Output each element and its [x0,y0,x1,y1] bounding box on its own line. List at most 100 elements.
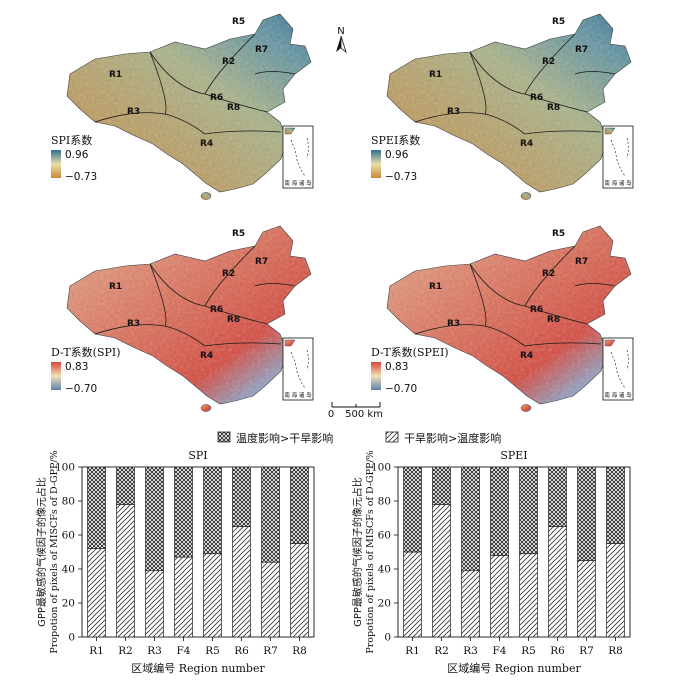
colorbar-min: −0.73 [65,171,97,183]
region-boundary [149,263,167,327]
region-boundary [204,245,256,307]
region-boundary [574,283,616,287]
region-boundary [524,245,576,307]
region-boundary [94,112,206,135]
region-label-r2: R2 [542,57,555,67]
region-label-r8: R8 [547,315,560,325]
inset-dashline [290,139,306,177]
region-label-r7: R7 [255,45,268,55]
region-boundary [204,130,282,135]
bar-temperature [145,466,164,572]
region-label-r3: R3 [127,107,140,117]
region-label-r6: R6 [530,93,543,103]
region-boundary [254,283,296,287]
bar-temperature [606,466,625,544]
x-tick-label: F4 [177,645,191,657]
region-label-r3: R3 [127,319,140,329]
colorbar-min: −0.70 [65,383,97,395]
bar-drought [461,570,480,638]
bar-temperature [461,466,480,572]
colorbar-title: SPEI系数 [371,134,420,147]
region-boundary [414,112,526,135]
bar-drought [261,561,280,638]
x-axis-label: 区域编号 Region number [131,661,265,675]
y-tick-label: 20 [378,598,391,610]
y-axis-label-en: Propotion of pixels of MISCFs of D-GPP/% [365,450,376,653]
colorbar-min: −0.73 [385,171,417,183]
x-tick-label: R3 [463,645,478,657]
bar-drought [145,570,164,638]
region-label-r7: R7 [575,45,588,55]
x-tick-label: R2 [118,645,133,657]
scale-bar: 0 500 km [328,402,383,420]
region-boundary [414,324,526,347]
colorbar-title: D-T系数(SPI) [51,346,121,359]
map-colorbar-legend: D-T系数(SPI) 0.83 −0.70 [51,346,121,395]
region-boundary [574,71,616,75]
bar-chart-spei: SPEI 0 20 40 60 80 100 R1 R2 R3 F4 R5 R6 R7 R8 区域编号 Reg… [351,449,631,675]
x-tick-label: R7 [579,645,594,657]
region-boundary [149,51,167,115]
x-tick-label: R1 [405,645,420,657]
inset-coast [284,127,296,135]
inset-frame [602,125,634,189]
region-label-r8: R8 [227,103,240,113]
x-tick-label: R3 [147,645,162,657]
bar-drought [116,504,135,638]
region-label-r8: R8 [227,315,240,325]
colorbar-max: 0.96 [385,149,409,161]
region-label-r7: R7 [575,257,588,267]
bar-temperature [87,466,106,549]
bar-drought [403,551,422,638]
x-tick-label: R8 [608,645,623,657]
x-tick-label: R1 [89,645,104,657]
region-label-r4: R4 [200,351,213,361]
inset-label: 南 海 诸 岛 [604,179,632,187]
inset-label: 南 海 诸 岛 [284,391,312,399]
inset-dashline [610,351,626,389]
map-panel-spi-coef: R1 R2 R3 R4 R5 R6 R7 R8 南 海 诸 岛 SPI系数 0.96 −0.73 [51,13,314,200]
x-tick-label: R7 [263,645,278,657]
colorbar-title: D-T系数(SPEI) [371,346,449,359]
y-tick-label: 40 [378,564,391,576]
bar-temperature [203,466,222,555]
x-axis-label: 区域编号 Region number [447,661,581,675]
map-panel-spei-coef: R1 R2 R3 R4 R5 R6 R7 R8 南 海 诸 岛 SPEI系数 0.96 −0.73 [371,13,634,200]
plot-frame [81,466,315,638]
y-tick-label: 80 [62,496,75,508]
hainan-island [520,404,532,412]
bar-temperature [290,466,309,544]
bar-drought [87,548,106,638]
scale-value: 500 km [345,409,383,420]
map-colorbar-legend: SPEI系数 0.96 −0.73 [371,134,420,183]
y-axis-label-en: Propotion of pixels of MISCFs of D-GPP/% [49,450,60,653]
hainan-island [200,404,212,412]
region-boundary [469,51,487,115]
colorbar-max: 0.83 [65,361,88,373]
bar-temperature [261,466,280,563]
north-label: N [337,26,344,37]
region-label-r5: R5 [232,229,245,239]
region-label-r5: R5 [232,17,245,27]
x-tick-label: R5 [521,645,536,657]
bar-drought [577,560,596,638]
region-label-r1: R1 [109,70,122,80]
bar-temperature [432,466,451,505]
region-boundary [204,342,282,347]
south-china-sea-inset: 南 海 诸 岛 [282,337,314,401]
inset-coast [604,127,616,135]
region-label-r5: R5 [552,17,565,27]
y-tick-label: 20 [62,598,75,610]
region-label-r4: R4 [520,139,533,149]
bar-temperature [577,466,596,561]
scale-zero: 0 [328,409,334,420]
inset-frame [282,337,314,401]
legend-label-1: 干旱影响>温度影响 [404,431,501,445]
x-tick-label: R2 [434,645,449,657]
y-tick-label: 100 [371,462,391,474]
colorbar-title: SPI系数 [51,134,92,147]
x-tick-label: R8 [292,645,307,657]
inset-dashline [306,137,310,159]
bar-temperature [116,466,135,505]
colorbar-min: −0.70 [385,383,417,395]
